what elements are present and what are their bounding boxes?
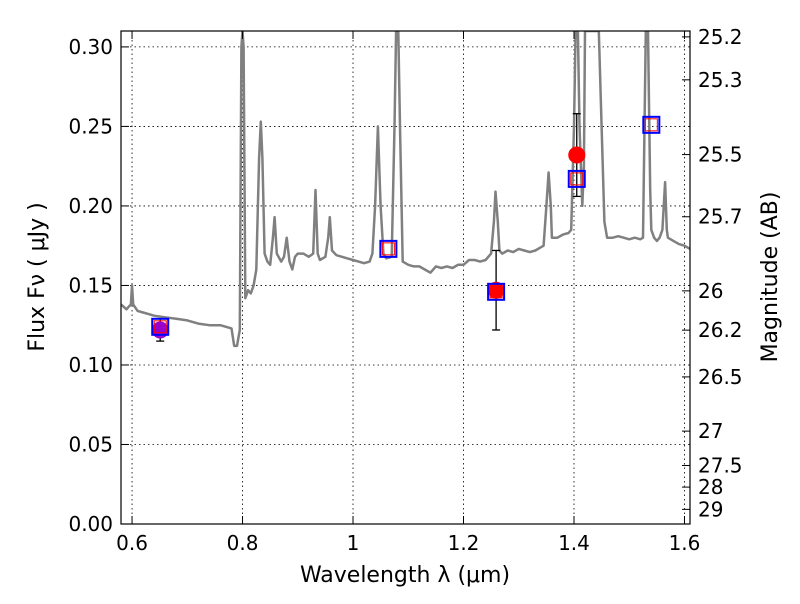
model-point-inner (153, 320, 167, 334)
y-tick-label: 0.05 (68, 432, 113, 456)
right-tick-label: 25.3 (698, 68, 743, 92)
y-tick-label: 0.25 (68, 114, 113, 138)
observed-point (568, 146, 586, 164)
x-tick-label: 1.4 (558, 531, 590, 555)
y-tick-label: 0.10 (68, 353, 113, 377)
x-tick-label: 1 (347, 531, 360, 555)
model-point-inner (489, 285, 503, 299)
y-tick-label: 0.30 (68, 35, 113, 59)
model-spectrum (121, 31, 690, 348)
model-point-inner (570, 172, 584, 186)
right-tick-label: 27.5 (698, 453, 743, 477)
right-tick-label: 26.5 (698, 365, 743, 389)
right-tick-label: 26.2 (698, 318, 743, 342)
right-tick-label: 25.7 (698, 205, 743, 229)
x-tick-label: 1.2 (448, 531, 480, 555)
model-point-outer (567, 169, 586, 188)
model-point-inner (644, 118, 658, 132)
plot-frame (120, 30, 691, 525)
right-tick-label: 26 (698, 279, 723, 303)
y-tick-labels: 0.00 0.05 0.10 0.15 0.20 0.25 0.30 (68, 35, 113, 536)
model-point-outer (487, 282, 506, 301)
y-axis-title: Flux Fν ( μJy ) (25, 202, 50, 351)
right-axis-title: Magnitude (AB) (758, 192, 783, 363)
x-axis-title: Wavelength λ (μm) (300, 563, 510, 588)
y-tick-label: 0.20 (68, 194, 113, 218)
right-tick-label: 27 (698, 419, 723, 443)
x-tick-labels: 0.6 0.8 1 1.2 1.4 1.6 (116, 531, 700, 555)
right-tick-label: 29 (698, 497, 723, 521)
model-point-inner (381, 242, 395, 256)
model-point-outer (151, 317, 170, 336)
x-tick-label: 1.6 (669, 531, 701, 555)
right-tick-label: 25.2 (698, 25, 743, 49)
y-tick-label: 0.15 (68, 273, 113, 297)
x-tick-label: 0.8 (227, 531, 259, 555)
y-tick-label: 0.00 (68, 512, 113, 536)
model-point-outer (379, 239, 398, 258)
ticks (121, 31, 690, 525)
model-points (151, 115, 661, 336)
right-tick-label: 25.5 (698, 143, 743, 167)
spectrum-line (121, 31, 690, 348)
model-point-outer (642, 115, 661, 134)
grid (121, 31, 690, 525)
right-tick-label: 28 (698, 475, 723, 499)
x-tick-label: 0.6 (116, 531, 148, 555)
